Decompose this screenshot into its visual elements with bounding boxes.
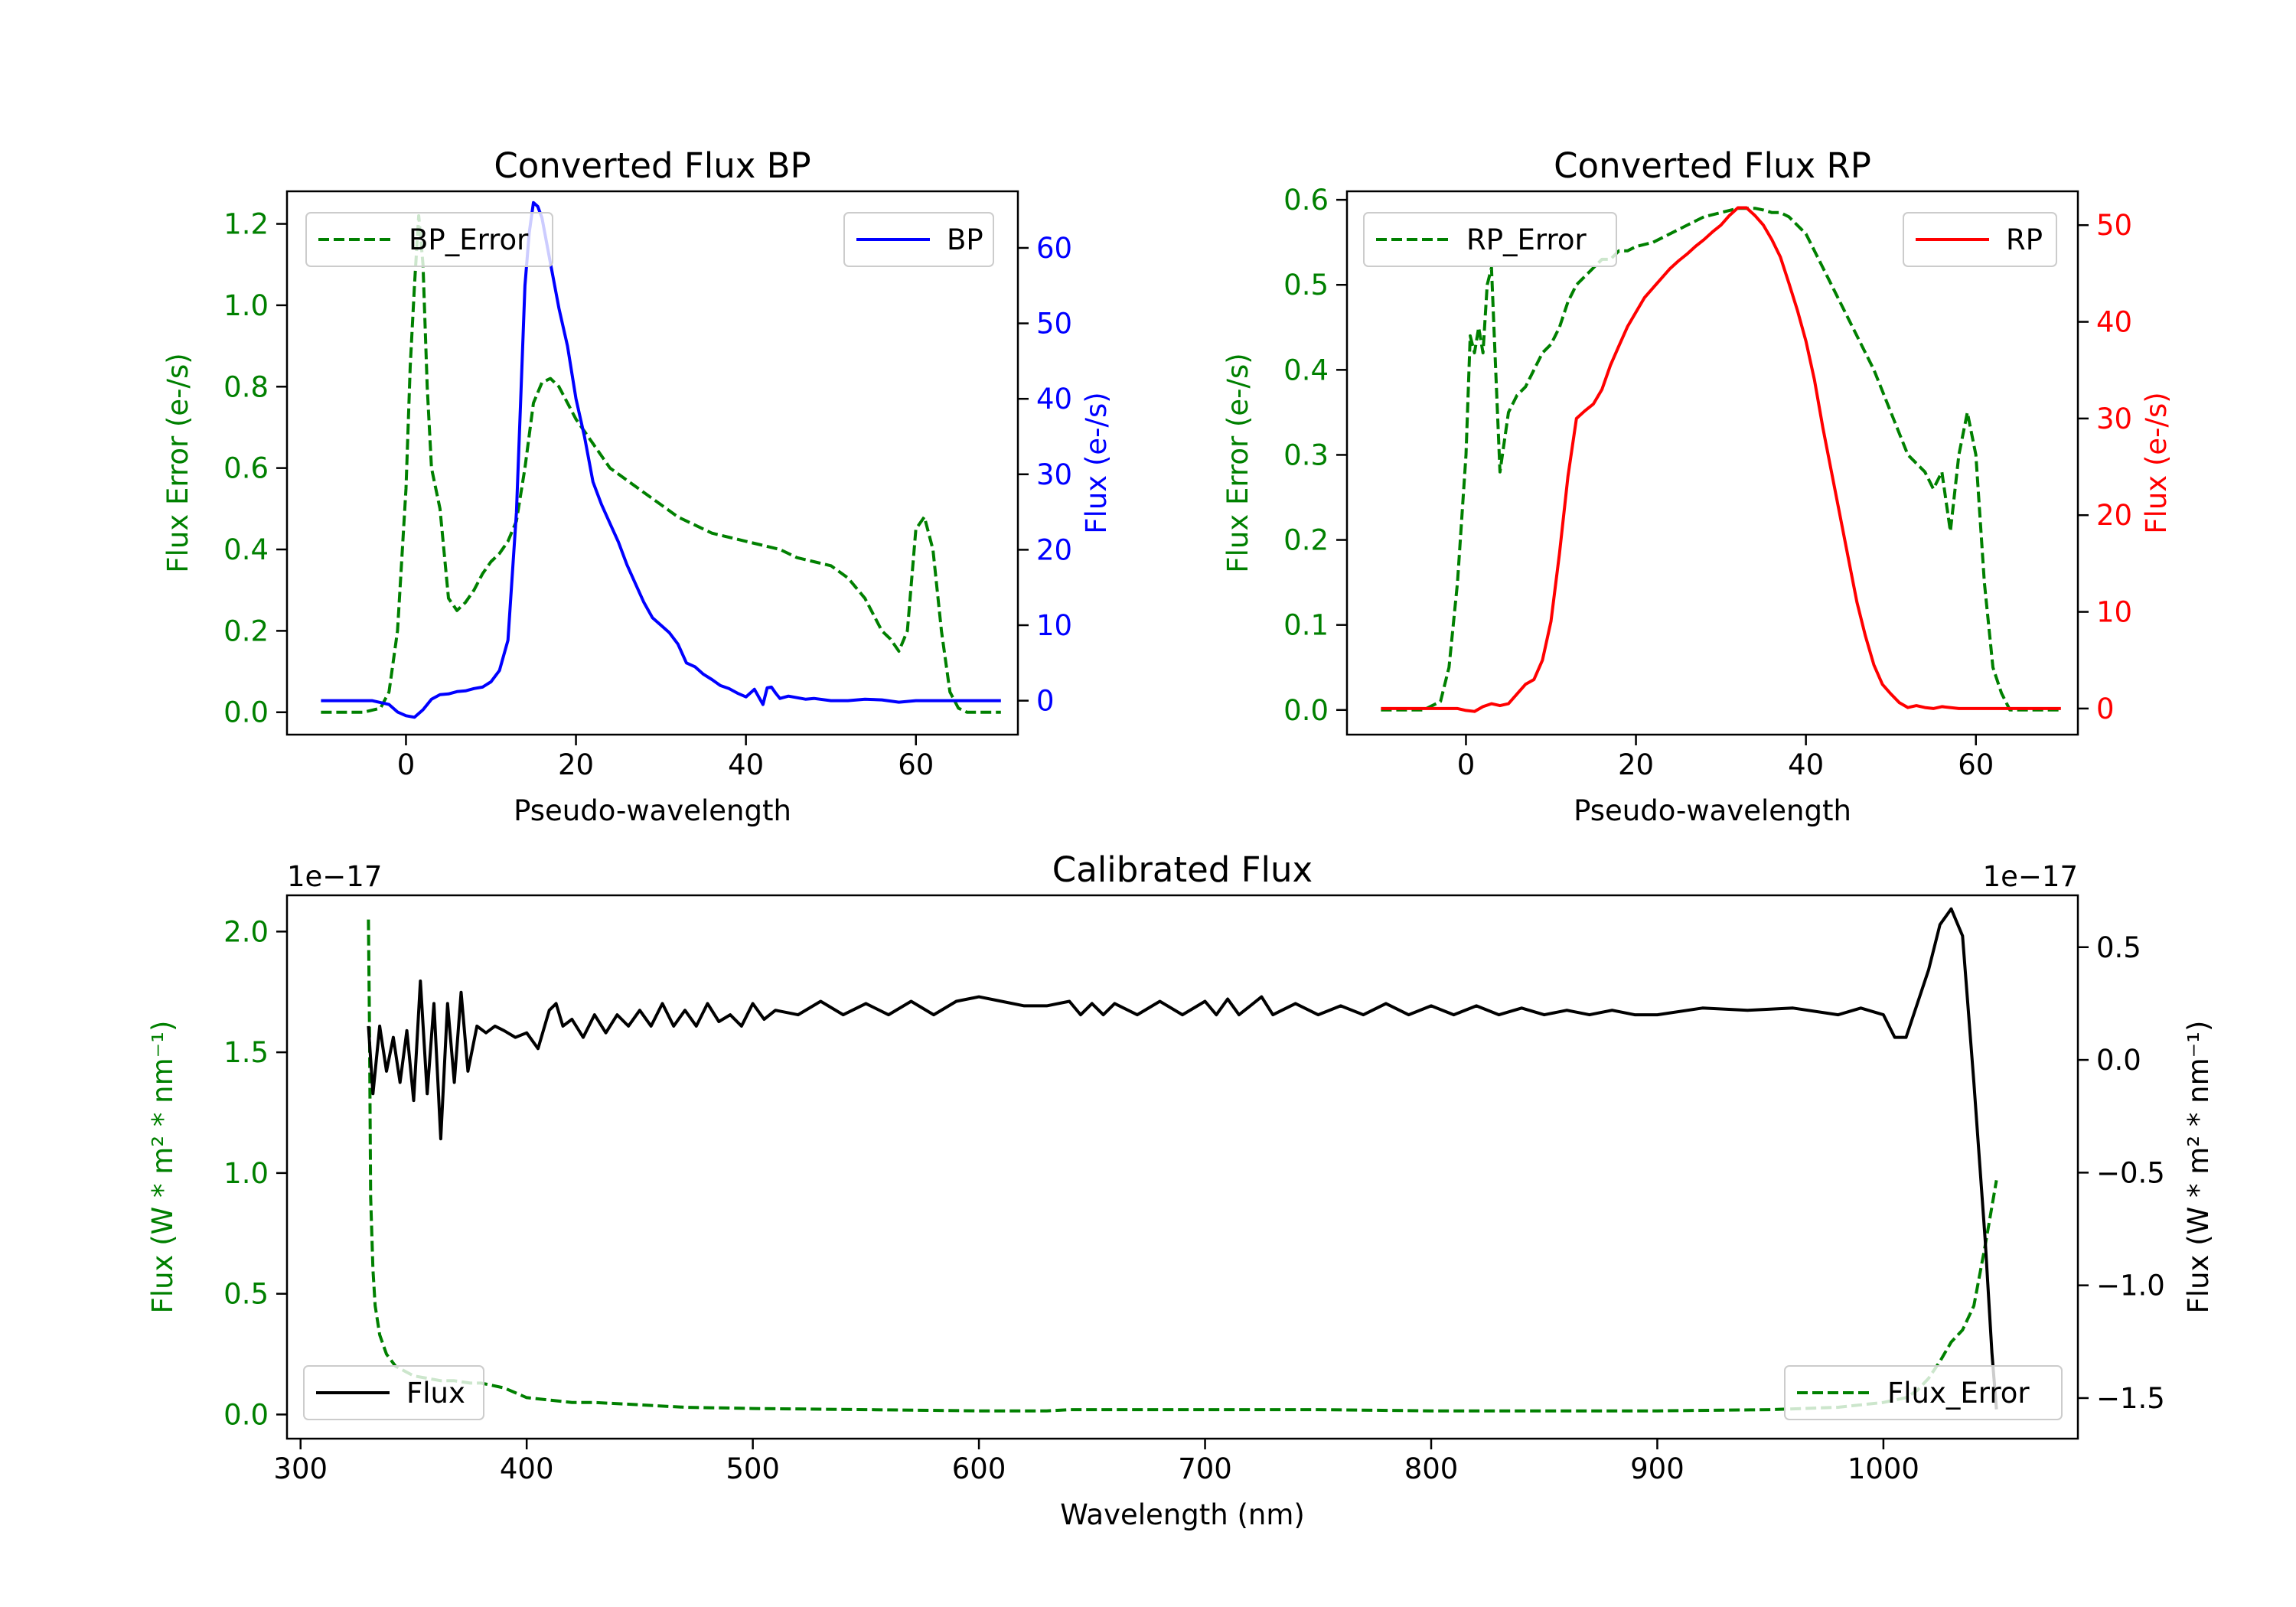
- legend-rp: RP: [1903, 212, 2057, 267]
- legend-box: [1784, 1365, 2063, 1420]
- y-left-tick-label: 0.0: [1283, 694, 1329, 727]
- y-left-tick-label: 0.8: [223, 370, 269, 403]
- x-tick-label: 40: [1788, 748, 1824, 781]
- x-tick-label: 40: [728, 748, 764, 781]
- y-right-tick-label: 50: [2096, 209, 2132, 242]
- legend-label: RP: [2006, 223, 2043, 256]
- y-right-tick-label: 20: [1036, 533, 1072, 566]
- y-left-axis-label: Flux Error (e-/s): [161, 353, 194, 572]
- legend-bp-error: BP_Error: [305, 212, 553, 267]
- y-left-tick-label: 0.3: [1283, 438, 1329, 471]
- y-left-tick-label: 0.5: [223, 1278, 269, 1311]
- legend-label: Flux_Error: [1887, 1377, 2030, 1410]
- x-tick-label: 0: [1457, 748, 1476, 781]
- chart-title: Converted Flux RP: [1554, 145, 1871, 186]
- plot-frame: [285, 190, 1019, 736]
- y-left-tick-label: 2.0: [223, 915, 269, 948]
- legend-box: [1363, 212, 1617, 267]
- series-line-rp-error: [1381, 207, 2061, 712]
- y-right-tick-label: 40: [2096, 306, 2132, 339]
- y-right-tick-label: 10: [2096, 596, 2132, 629]
- y-left-offset-label: 1e−17: [287, 860, 382, 893]
- y-right-tick-label: 0: [2096, 693, 2115, 725]
- series-line-bp: [321, 200, 1001, 719]
- x-axis-label: Pseudo-wavelength: [514, 794, 791, 827]
- y-right-tick-label: 50: [1036, 308, 1072, 341]
- y-left-tick-label: 1.0: [223, 1157, 269, 1190]
- y-right-tick-label: −1.0: [2096, 1270, 2165, 1302]
- x-tick-label: 0: [397, 748, 416, 781]
- panel-rp: 0 20 40 60 0.0 0.1 0.2 0.3 0.4 0.5 0.6 0 10 20 30 40 50 C…: [1221, 145, 2173, 827]
- y-left-tick-label: 0.1: [1283, 609, 1329, 642]
- y-left-tick-label: 0.4: [223, 533, 269, 566]
- chart-title: Calibrated Flux: [1052, 849, 1313, 890]
- y-right-tick-label: 0: [1036, 685, 1055, 718]
- y-left-tick-label: 0.5: [1283, 269, 1329, 302]
- y-right-tick-label: 40: [1036, 383, 1072, 416]
- x-axis-label: Pseudo-wavelength: [1574, 794, 1851, 827]
- y-right-tick-label: 10: [1036, 609, 1072, 642]
- x-tick-label: 500: [726, 1452, 780, 1485]
- y-right-tick-label: −1.5: [2096, 1382, 2165, 1415]
- y-right-tick-label: 0.0: [2096, 1044, 2141, 1077]
- legend-flux-error: Flux_Error: [1784, 1365, 2063, 1420]
- x-tick-label: 900: [1630, 1452, 1684, 1485]
- y-left-tick-label: 0.0: [223, 1398, 269, 1431]
- x-tick-label: 60: [1958, 748, 1994, 781]
- y-right-tick-label: 30: [2096, 403, 2132, 435]
- x-axis-label: Wavelength (nm): [1060, 1498, 1305, 1531]
- legend-label: RP_Error: [1466, 223, 1587, 256]
- x-tick-label: 800: [1404, 1452, 1459, 1485]
- y-left-tick-label: 1.0: [223, 289, 269, 322]
- y-right-tick-label: 30: [1036, 458, 1072, 491]
- x-tick-label: 300: [273, 1452, 328, 1485]
- legend-box: [305, 212, 553, 267]
- y-right-offset-label: 1e−17: [1983, 860, 2078, 893]
- y-right-tick-label: −0.5: [2096, 1156, 2165, 1189]
- y-left-axis-label: Flux (W * m² * nm⁻¹): [146, 1021, 179, 1314]
- y-left-tick-label: 0.2: [223, 614, 269, 647]
- y-right-tick-label: 20: [2096, 499, 2132, 532]
- y-right-axis-label: Flux (e-/s): [1080, 392, 1113, 533]
- legend-label: BP: [947, 223, 983, 256]
- y-right-tick-label: 60: [1036, 232, 1072, 265]
- y-left-axis-label: Flux Error (e-/s): [1221, 353, 1254, 572]
- chart-title: Converted Flux BP: [494, 145, 810, 186]
- legend-flux: Flux: [303, 1365, 484, 1420]
- x-tick-label: 600: [952, 1452, 1006, 1485]
- y-left-tick-label: 1.2: [223, 208, 269, 241]
- x-tick-label: 20: [558, 748, 594, 781]
- x-tick-label: 700: [1178, 1452, 1232, 1485]
- y-left-tick-label: 0.0: [223, 696, 269, 729]
- panel-bp: 0 20 40 60 0.0 0.2 0.4 0.6 0.8 1.0 1.2 0 10 20 30 40 50 6…: [161, 145, 1113, 827]
- x-tick-label: 20: [1618, 748, 1654, 781]
- legend-label: BP_Error: [409, 223, 529, 256]
- legend-label: Flux: [406, 1377, 465, 1410]
- y-left-tick-label: 1.5: [223, 1036, 269, 1069]
- x-tick-label: 400: [500, 1452, 554, 1485]
- legend-box: [303, 1365, 484, 1420]
- x-tick-label: 60: [898, 748, 934, 781]
- x-tick-label: 1000: [1848, 1452, 1919, 1485]
- y-right-tick-label: 0.5: [2096, 931, 2141, 964]
- series-line-flux: [367, 907, 1998, 1410]
- y-left-tick-label: 0.6: [223, 452, 269, 485]
- legend-bp: BP: [843, 212, 994, 267]
- y-left-tick-label: 0.4: [1283, 354, 1329, 386]
- y-left-tick-label: 0.6: [1283, 184, 1329, 217]
- series-line-bp-error: [321, 214, 1001, 714]
- series-line-rp: [1381, 206, 2061, 713]
- y-left-tick-label: 0.2: [1283, 524, 1329, 557]
- panel-cal: 300 400 500 600 700 800 900 1000 0.0 0.5 1.0 1.5 2.0…: [146, 849, 2215, 1531]
- y-right-axis-label: Flux (e-/s): [2140, 392, 2173, 533]
- plot-frame: [1345, 190, 2079, 736]
- y-right-axis-label: Flux (W * m² * nm⁻¹): [2182, 1021, 2215, 1314]
- legend-rp-error: RP_Error: [1363, 212, 1617, 267]
- plot-frame: [285, 894, 2079, 1440]
